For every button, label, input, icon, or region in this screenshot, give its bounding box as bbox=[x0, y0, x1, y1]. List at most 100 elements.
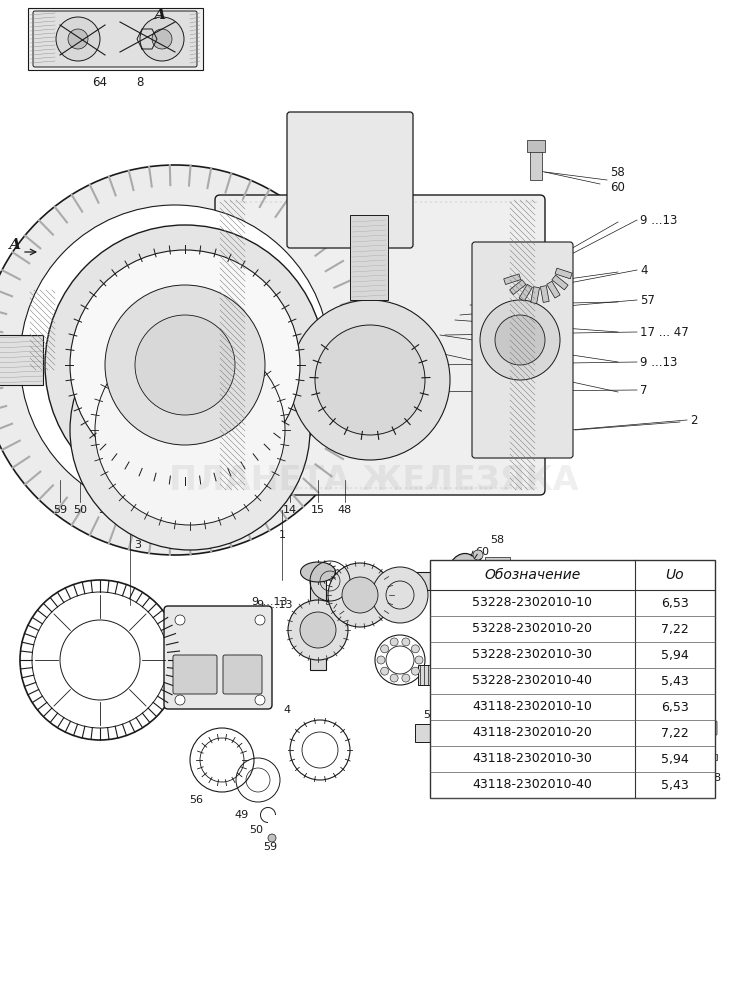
Text: 60: 60 bbox=[475, 547, 489, 557]
Text: 56: 56 bbox=[189, 795, 203, 805]
Text: 50: 50 bbox=[73, 505, 87, 515]
Text: ПЛАНЕТА ЖЕЛЕЗЯКА: ПЛАНЕТА ЖЕЛЕЗЯКА bbox=[169, 464, 579, 496]
Text: 57: 57 bbox=[640, 294, 655, 306]
Circle shape bbox=[70, 310, 310, 550]
Text: 2: 2 bbox=[690, 414, 697, 426]
Text: 16: 16 bbox=[607, 697, 621, 707]
Bar bbox=[527, 140, 545, 152]
Bar bbox=[540, 286, 549, 302]
Text: 5,94: 5,94 bbox=[661, 752, 689, 766]
Text: 15: 15 bbox=[587, 683, 601, 693]
Text: 7,22: 7,22 bbox=[661, 726, 689, 740]
Circle shape bbox=[411, 667, 420, 675]
FancyBboxPatch shape bbox=[472, 242, 573, 458]
Circle shape bbox=[152, 29, 172, 49]
Text: 5,43: 5,43 bbox=[661, 674, 689, 688]
Text: 59: 59 bbox=[53, 505, 67, 515]
FancyBboxPatch shape bbox=[223, 655, 262, 694]
Text: 64: 64 bbox=[93, 76, 108, 89]
Bar bbox=[0, 335, 43, 385]
Circle shape bbox=[315, 325, 425, 435]
FancyBboxPatch shape bbox=[418, 665, 473, 685]
Bar bbox=[519, 284, 533, 301]
Text: 5: 5 bbox=[197, 505, 203, 515]
Circle shape bbox=[95, 335, 285, 525]
Text: 6,53: 6,53 bbox=[661, 700, 689, 714]
Circle shape bbox=[381, 667, 389, 675]
Text: 4: 4 bbox=[640, 263, 648, 276]
Circle shape bbox=[495, 315, 545, 365]
Text: 43118-2302010-10: 43118-2302010-10 bbox=[473, 700, 592, 714]
Text: 49: 49 bbox=[123, 505, 137, 515]
Bar bbox=[430, 560, 715, 798]
Text: 58: 58 bbox=[707, 773, 721, 783]
Text: 9 ...13: 9 ...13 bbox=[640, 356, 678, 368]
Circle shape bbox=[402, 638, 410, 646]
Circle shape bbox=[342, 577, 378, 613]
Circle shape bbox=[390, 674, 398, 682]
Bar bbox=[530, 150, 542, 180]
Bar bbox=[547, 281, 560, 298]
Text: 55: 55 bbox=[213, 505, 227, 515]
Text: 5,43: 5,43 bbox=[661, 778, 689, 792]
Text: 1: 1 bbox=[278, 530, 286, 540]
FancyBboxPatch shape bbox=[164, 606, 272, 709]
Text: 49: 49 bbox=[235, 810, 249, 820]
Bar bbox=[531, 287, 539, 304]
FancyBboxPatch shape bbox=[215, 195, 545, 495]
Circle shape bbox=[105, 285, 265, 445]
Text: 43118-2302010-30: 43118-2302010-30 bbox=[473, 752, 592, 766]
Text: 55: 55 bbox=[560, 667, 574, 677]
Bar bbox=[350, 215, 388, 300]
Circle shape bbox=[20, 205, 330, 515]
Ellipse shape bbox=[301, 562, 336, 582]
Bar bbox=[30, 290, 55, 370]
Text: А: А bbox=[154, 8, 166, 22]
Circle shape bbox=[328, 563, 392, 627]
Text: 50: 50 bbox=[249, 825, 263, 835]
Text: 53228-2302010-40: 53228-2302010-40 bbox=[473, 674, 592, 688]
Bar bbox=[509, 280, 526, 295]
Circle shape bbox=[411, 645, 420, 653]
FancyBboxPatch shape bbox=[345, 572, 465, 590]
Text: 3: 3 bbox=[135, 540, 141, 550]
FancyBboxPatch shape bbox=[310, 570, 326, 670]
Text: 8: 8 bbox=[136, 76, 144, 89]
Text: 43118-2302010-40: 43118-2302010-40 bbox=[473, 778, 592, 792]
Circle shape bbox=[377, 656, 385, 664]
Text: 15: 15 bbox=[311, 505, 325, 515]
Text: 60: 60 bbox=[691, 760, 705, 770]
FancyBboxPatch shape bbox=[697, 721, 717, 735]
Text: 58
60: 58 60 bbox=[610, 166, 625, 194]
Circle shape bbox=[68, 29, 88, 49]
Text: 7: 7 bbox=[640, 383, 648, 396]
Text: 57: 57 bbox=[423, 710, 437, 720]
Bar bbox=[220, 200, 245, 490]
Circle shape bbox=[288, 600, 348, 660]
Bar bbox=[555, 268, 572, 279]
Bar bbox=[28, 8, 203, 70]
Text: 7: 7 bbox=[631, 715, 639, 725]
Circle shape bbox=[473, 550, 483, 560]
Text: 17 ... 47: 17 ... 47 bbox=[552, 650, 598, 660]
Circle shape bbox=[140, 17, 184, 61]
Text: 9 ...13: 9 ...13 bbox=[512, 610, 548, 620]
Bar bbox=[695, 754, 717, 760]
Circle shape bbox=[70, 250, 300, 480]
Circle shape bbox=[701, 737, 711, 747]
Circle shape bbox=[402, 674, 410, 682]
Text: 5,94: 5,94 bbox=[661, 648, 689, 662]
Text: 6,53: 6,53 bbox=[661, 596, 689, 609]
Text: 16: 16 bbox=[238, 505, 252, 515]
Ellipse shape bbox=[446, 554, 484, 608]
Text: 43118-2302010-20: 43118-2302010-20 bbox=[473, 726, 592, 740]
Circle shape bbox=[290, 300, 450, 460]
Bar bbox=[485, 557, 510, 563]
Circle shape bbox=[56, 17, 100, 61]
Text: 9 ...13: 9 ...13 bbox=[640, 214, 678, 227]
Text: 14: 14 bbox=[655, 733, 669, 743]
Text: 58: 58 bbox=[490, 535, 504, 545]
Text: 53228-2302010-20: 53228-2302010-20 bbox=[473, 622, 592, 636]
Circle shape bbox=[268, 834, 276, 842]
Text: 7,22: 7,22 bbox=[661, 622, 689, 636]
